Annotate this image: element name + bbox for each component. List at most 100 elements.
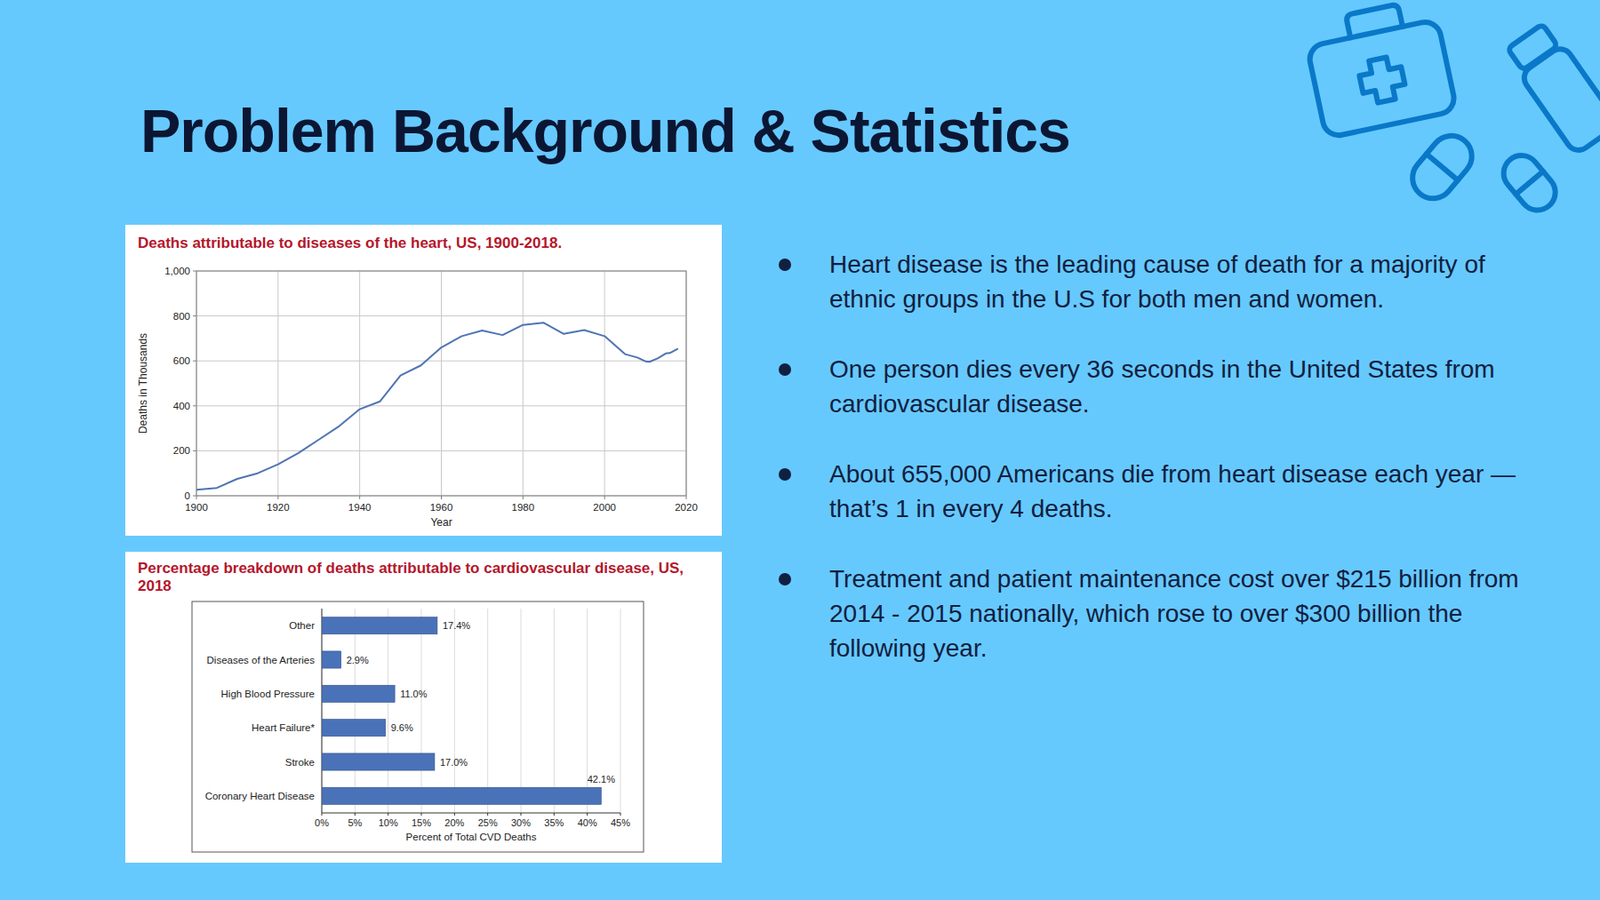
x-axis-title: Year [430,516,452,529]
grid-line [454,608,456,814]
x-tick-label: 1900 [184,502,208,513]
bar [321,685,395,703]
grid-line [196,405,687,407]
tick-mark [487,813,488,816]
grid-line [387,608,389,814]
x-tick-label: 1920 [266,502,290,513]
icon-pill-1 [1404,127,1480,207]
tick-mark [192,315,197,317]
plot-marks [321,617,601,806]
tick-mark [620,813,622,816]
tick-mark [520,813,522,816]
pill-line [1426,153,1458,181]
kit-body [1306,19,1457,139]
y-tick-label: 0 [184,490,191,502]
data-label: 2.9% [346,655,369,666]
bullet-dot [778,468,792,481]
x-tick-label: 30% [511,817,531,829]
title-line: Deaths attributable to diseases of the h… [137,234,562,252]
title-line: Percentage breakdown of deaths attributa… [137,560,684,577]
bullet-text: Treatment and patient maintenance cost o… [829,565,1520,663]
plot-marks [196,322,679,490]
chart-frame [192,601,644,853]
tick-mark [454,813,456,816]
slide: Problem Background & Statistics Heart di… [0,0,1600,900]
grid-line [487,608,488,814]
plot-frame [196,271,687,496]
x-tick-label: 2020 [674,502,698,513]
bullet-dot [778,363,792,376]
y-tick-label: 400 [173,400,191,412]
grid-line [196,315,687,317]
bullet-dot [778,258,792,272]
bullet-text: One person dies every 36 seconds in the … [829,355,1496,418]
chart-svg: Deaths attributable to diseases of the h… [125,224,722,536]
y-axis-title: Deaths in Thousands [136,333,150,434]
chart-title: Deaths attributable to diseases of the h… [137,234,562,252]
decor-icons [1288,0,1600,240]
tick-mark [421,813,423,816]
data-label: 17.0% [440,757,468,768]
grid-line [522,271,524,496]
y-axis-line [321,608,323,814]
bullet-item: One person dies every 36 seconds in the … [778,352,1552,422]
title-line: 2018 [137,577,172,595]
y-tick-label: 800 [173,311,191,322]
icon-group [1302,0,1600,218]
bullet-item: About 655,000 Americans die from heart d… [778,456,1552,527]
grid-line [196,360,687,362]
chart-panel: Percentage breakdown of deaths attributa… [125,552,722,864]
category-label: Diseases of the Arteries [207,655,316,666]
chart-panel: Deaths attributable to diseases of the h… [125,224,722,536]
tick-mark [192,271,197,272]
bullet-list: Heart disease is the leading cause of de… [778,247,1552,702]
bullet-item: Treatment and patient maintenance cost o… [778,561,1552,666]
bar [321,753,435,771]
category-label: Other [288,620,315,632]
bottle-cap [1507,24,1559,71]
chart-svg: Percentage breakdown of deaths attributa… [125,552,722,864]
x-tick-label: 1960 [430,502,454,513]
tick-mark [192,405,197,407]
grid-line [196,450,687,452]
tick-mark [192,450,197,452]
bullet-item: Heart disease is the leading cause of de… [778,247,1552,317]
data-label: 17.4% [442,620,471,632]
grid-line [520,608,522,814]
icon-kit [1302,0,1457,139]
x-tick-label: 25% [478,817,498,829]
x-tick-label: 35% [544,817,564,829]
grid-line [553,608,555,814]
grid-line [277,271,279,496]
tick-mark [192,360,197,362]
category-label: High Blood Pressure [221,688,315,700]
bar [321,720,386,737]
pill-line [1515,171,1544,195]
bar [321,787,601,805]
bullet-text: About 655,000 Americans die from heart d… [829,460,1516,523]
grid-line [620,608,622,814]
chart-title: Percentage breakdown of deaths attributa… [137,560,684,595]
x-tick-label: 5% [347,817,362,829]
pill-body [1496,148,1562,218]
data-line [196,322,679,490]
tick-mark [522,496,524,500]
x-tick-label: 1980 [512,502,536,513]
x-tick-label: 40% [577,817,598,829]
data-label: 9.6% [391,722,414,734]
y-tick-label: 1,000 [164,265,191,277]
icon-bottle [1503,21,1600,156]
pill-body [1404,127,1480,207]
y-tick-label: 600 [173,355,191,367]
category-label: Stroke [285,757,315,768]
grid-line [321,608,323,814]
x-tick-label: 15% [411,817,432,829]
category-label: Coronary Heart Disease [205,791,315,802]
grid-line [359,271,360,496]
slide-title: Problem Background & Statistics [140,96,1071,166]
grid-line [354,608,356,814]
kit-cross [1356,55,1408,106]
category-label: Heart Failure* [251,722,315,734]
bullet-dot [778,573,792,586]
bar [321,651,342,669]
